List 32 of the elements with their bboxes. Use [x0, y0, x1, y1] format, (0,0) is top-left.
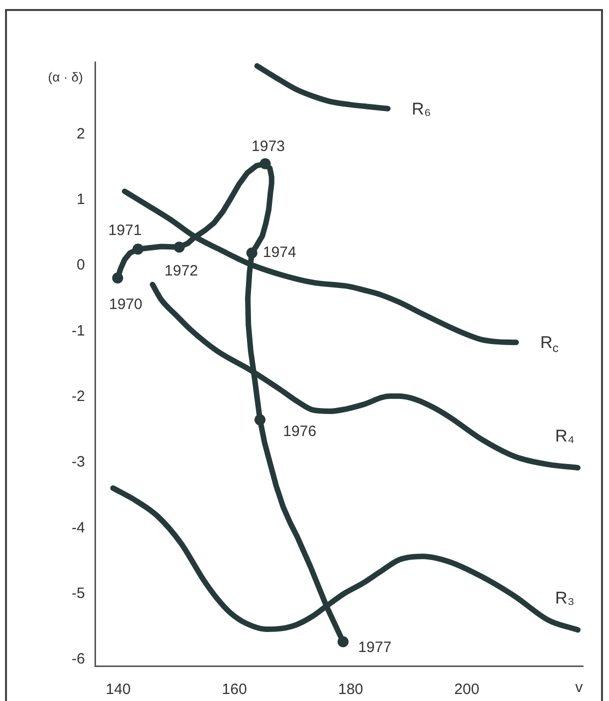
- point: [254, 414, 266, 426]
- annotation: 1974: [262, 244, 296, 262]
- series-label: R₄: [555, 426, 574, 446]
- y-tick-label: -5: [72, 584, 85, 602]
- annotation: 1971: [108, 222, 142, 240]
- point: [338, 636, 349, 648]
- y-tick-label: 0: [76, 256, 85, 274]
- y-tick-label: 2: [76, 125, 85, 142]
- annotation: 1977: [358, 638, 392, 656]
- point: [260, 158, 271, 170]
- x-tick-label: 200: [454, 681, 480, 698]
- annotation: 1972: [164, 262, 198, 280]
- y-tick-label: -3: [72, 454, 85, 471]
- y-tick-label: -4: [72, 519, 85, 536]
- annotation: 1970: [108, 296, 142, 314]
- annotation: 1976: [282, 422, 316, 440]
- y-tick-label: -6: [72, 650, 85, 668]
- point: [132, 244, 144, 255]
- point: [246, 248, 258, 259]
- annotation: 1973: [252, 138, 285, 155]
- y-tick-label: -2: [72, 388, 85, 405]
- x-tick-label: 140: [106, 681, 131, 698]
- x-tick-label: 160: [222, 681, 247, 698]
- point: [174, 242, 185, 253]
- series-label: R₃: [555, 588, 574, 608]
- y-tick-label: -1: [72, 322, 85, 340]
- x-tick-label: 180: [338, 681, 364, 698]
- y-tick-label: 1: [76, 191, 85, 208]
- y-axis-title: (α · δ): [48, 70, 84, 85]
- x-axis-title: v: [575, 679, 584, 696]
- series-label: R₆: [412, 99, 431, 118]
- point: [112, 272, 124, 284]
